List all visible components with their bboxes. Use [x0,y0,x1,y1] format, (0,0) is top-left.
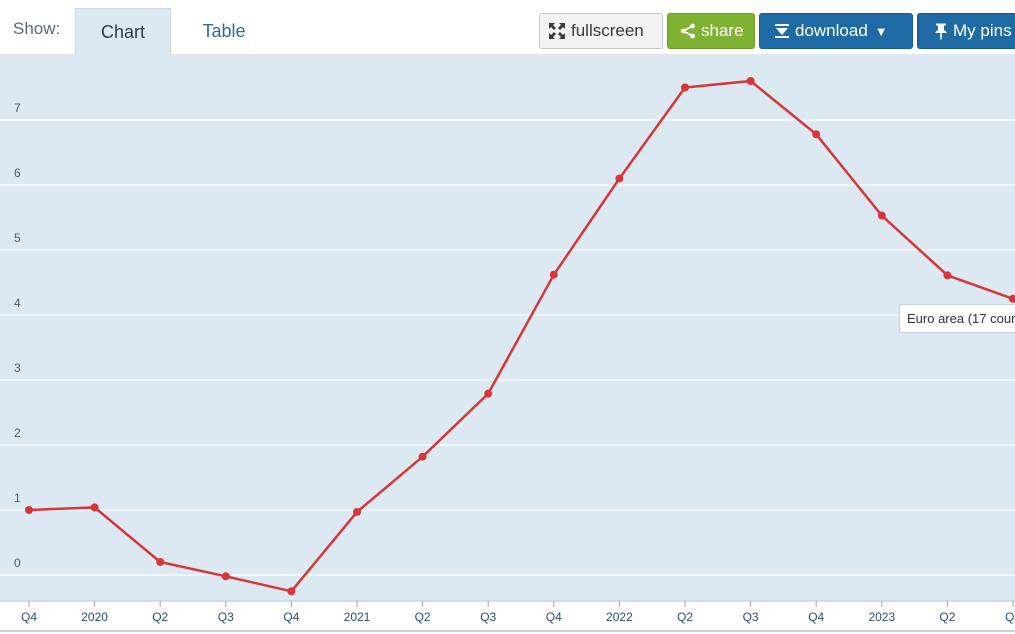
my-pins-label: My pins [953,21,1012,40]
data-point[interactable] [943,271,952,280]
x-tick-label: Q2 [677,610,693,624]
x-tick-label: Q3 [1005,610,1015,624]
download-icon [774,23,790,39]
x-tick-label: Q4 [283,610,299,624]
x-tick-label: 2022 [606,610,633,624]
y-tick-label: 5 [14,231,21,245]
x-tick-label: Q3 [218,610,234,624]
y-tick-label: 3 [14,361,21,375]
pin-icon [934,23,948,40]
x-axis-ticks [28,601,1014,607]
series-tooltip: Euro area (17 countries) [899,304,1015,333]
x-tick-label: 2021 [344,610,371,624]
data-point[interactable] [287,587,296,596]
y-tick-label: 7 [14,101,21,115]
x-axis-labels: Q4 2020 Q2 Q3 Q4 2021 Q2 Q3 Q4 2022 Q2 Q3 Q4 2023 Q2 Q3 [21,610,1015,624]
y-tick-label: 6 [14,166,21,180]
data-point[interactable] [549,270,558,279]
x-tick-label: Q3 [480,610,496,624]
data-point[interactable] [877,211,886,220]
data-point[interactable] [615,174,624,183]
y-tick-label: 0 [14,556,21,570]
share-button[interactable]: share [667,13,755,49]
x-tick-label: Q4 [546,610,562,624]
fullscreen-icon [548,22,566,40]
y-tick-label: 2 [14,426,21,440]
chevron-down-icon: ▼ [874,23,888,39]
data-point[interactable] [484,389,493,398]
x-tick-label: Q3 [743,610,759,624]
x-tick-label: Q4 [21,610,37,624]
download-label: download [795,21,868,40]
tab-table[interactable]: Table [202,21,246,41]
x-tick-label: Q4 [808,610,824,624]
toolbar: Show: Chart Table fullscreen share [0,0,1015,55]
fullscreen-label: fullscreen [571,21,644,40]
x-tick-label: 2020 [81,610,108,624]
share-label: share [701,21,744,40]
data-point[interactable] [812,130,821,139]
x-tick-label: Q2 [939,610,955,624]
x-tick-label: 2023 [868,610,895,624]
show-label: Show: [13,19,61,38]
data-point[interactable] [353,507,361,516]
x-tick-label: Q2 [415,610,431,624]
data-point[interactable] [156,558,165,566]
data-point[interactable] [221,572,230,581]
data-point[interactable] [681,83,689,92]
fullscreen-button[interactable]: fullscreen [539,13,663,49]
tab-chart[interactable]: Chart [75,8,171,55]
gridlines [0,119,1015,576]
plot-background [0,55,1015,601]
share-icon [680,23,696,39]
y-tick-label: 1 [14,491,21,505]
data-point[interactable] [1009,294,1015,303]
data-point[interactable] [25,506,33,514]
download-button[interactable]: download ▼ [759,13,913,49]
data-point[interactable] [418,452,427,461]
y-tick-label: 4 [14,296,21,310]
x-tick-label: Q2 [152,610,168,624]
data-point[interactable] [746,77,755,85]
y-axis-labels: 0 1 2 3 4 5 6 7 [14,101,21,570]
data-point[interactable] [90,503,99,512]
series-group [25,77,1015,596]
my-pins-button[interactable]: My pins [917,13,1015,49]
series-line [28,79,1014,593]
